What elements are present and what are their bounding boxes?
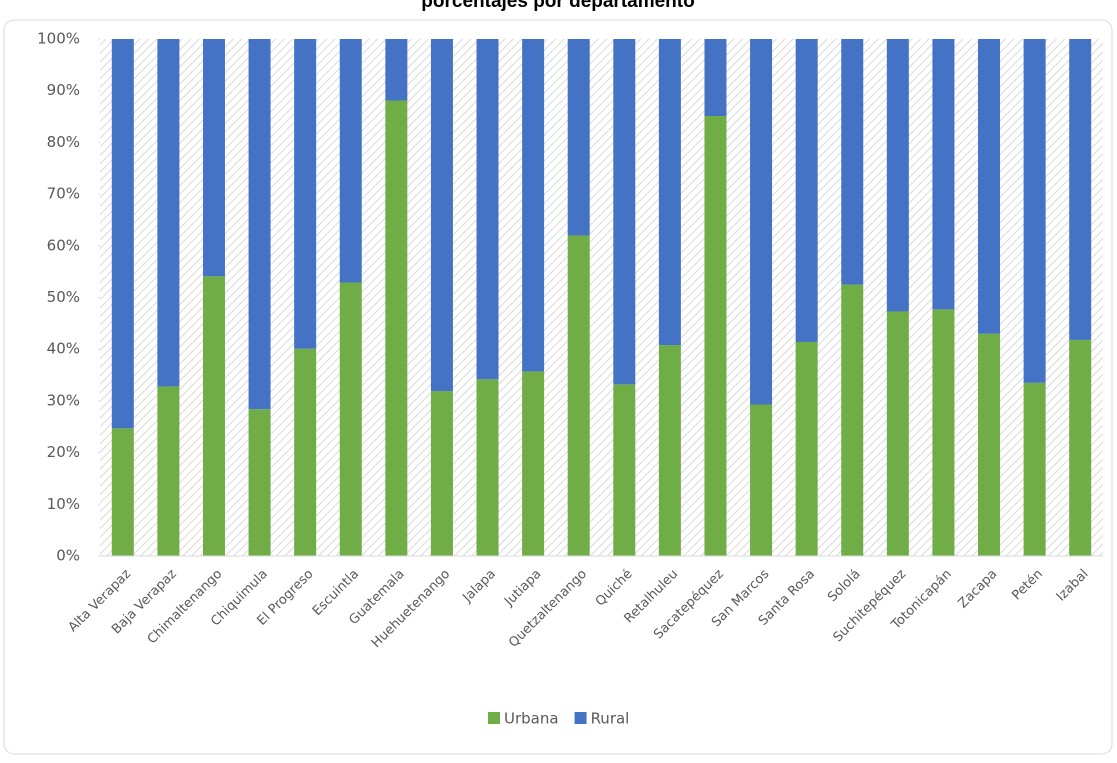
chart-title: porcentajes por departamento	[421, 0, 694, 12]
bar-segment	[750, 404, 773, 556]
y-tick-label: 90%	[47, 81, 80, 99]
bar-segment	[932, 309, 955, 556]
y-tick-label: 60%	[47, 236, 80, 254]
bar-segment	[750, 39, 773, 405]
bar-segment	[157, 39, 180, 387]
bar-segment	[339, 39, 362, 283]
bar-segment	[704, 116, 727, 557]
bar-segment	[202, 39, 225, 277]
bar-segment	[294, 348, 317, 556]
bar-segment	[157, 386, 180, 556]
bar-segment	[841, 39, 864, 285]
y-tick-label: 10%	[47, 495, 80, 513]
bar-segment	[795, 341, 818, 556]
bar-segment	[385, 39, 408, 101]
bar-segment	[202, 276, 225, 556]
bar-segment	[886, 311, 909, 556]
bar-segment	[1069, 39, 1092, 340]
bar-segment	[248, 409, 271, 556]
legend-label: Rural	[591, 710, 630, 728]
y-tick-label: 100%	[37, 30, 80, 48]
bar-segment	[430, 391, 453, 556]
bar-segment	[932, 39, 955, 310]
y-tick-label: 40%	[47, 340, 80, 358]
y-tick-label: 70%	[47, 185, 80, 203]
bar-segment	[704, 39, 727, 117]
bar-segment	[522, 39, 545, 372]
bar-segment	[1023, 382, 1046, 556]
bar-segment	[658, 39, 681, 346]
y-tick-label: 20%	[47, 443, 80, 461]
y-tick-label: 50%	[47, 288, 80, 306]
bar-segment	[111, 428, 134, 556]
bar-segment	[1069, 339, 1092, 556]
bar-segment	[613, 39, 636, 385]
bar-segment	[567, 39, 590, 236]
bar-segment	[476, 379, 499, 556]
bar-segment	[841, 284, 864, 556]
bar-segment	[385, 100, 408, 556]
bar-segment	[339, 282, 362, 556]
bar-segment	[795, 39, 818, 342]
bar-segment	[111, 39, 134, 429]
bar-segment	[430, 39, 453, 392]
y-tick-label: 0%	[56, 547, 80, 565]
legend-swatch	[574, 712, 587, 724]
y-tick-label: 30%	[47, 391, 80, 409]
bar-segment	[978, 333, 1001, 556]
bar-segment	[978, 39, 1001, 334]
legend-label: Urbana	[504, 710, 559, 728]
bar-segment	[1023, 39, 1046, 383]
bar-segment	[294, 39, 317, 349]
y-tick-label: 80%	[47, 133, 80, 151]
bar-segment	[248, 39, 271, 410]
bar-segment	[476, 39, 499, 380]
legend-swatch	[488, 712, 500, 724]
bar-segment	[567, 235, 590, 556]
bar-segment	[886, 39, 909, 312]
bar-segment	[613, 384, 636, 556]
bar-segment	[522, 371, 545, 556]
bar-segment	[658, 345, 681, 556]
